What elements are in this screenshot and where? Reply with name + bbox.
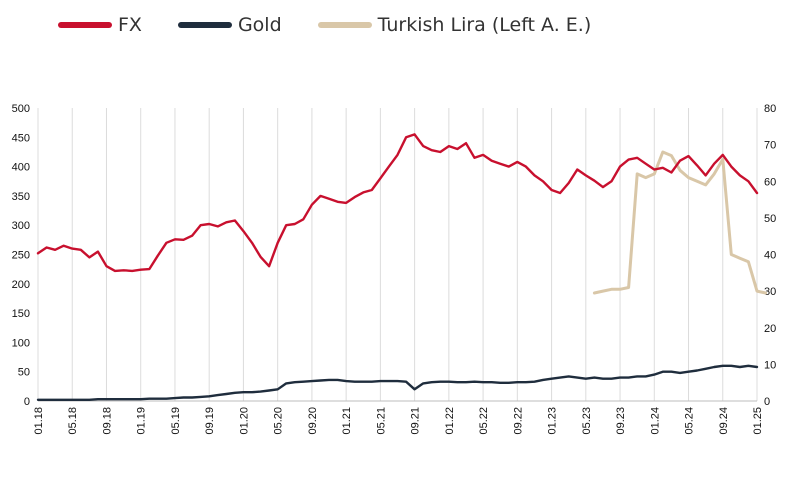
y-left-tick-label: 250 [12, 250, 30, 262]
x-tick-label: 01.21 [341, 407, 353, 435]
legend-label-gold: Gold [237, 14, 282, 36]
y-right-tick-label: 0 [764, 396, 770, 408]
series-line-turkish-lira [592, 150, 768, 295]
y-left-tick-label: 50 [18, 367, 30, 379]
x-tick-label: 01.25 [752, 407, 764, 435]
x-tick-label: 01.20 [238, 407, 250, 435]
legend-item-turkish-lira[interactable]: Turkish Lira (Left A. E.) [317, 14, 592, 36]
y-right-tick-label: 10 [764, 359, 776, 371]
x-tick-label: 01.23 [547, 407, 559, 435]
y-right-tick-label: 20 [764, 323, 776, 335]
legend-item-gold[interactable]: Gold [177, 14, 282, 36]
legend-label-turkish-lira: Turkish Lira (Left A. E.) [377, 14, 592, 36]
legend: FX Gold Turkish Lira (Left A. E.) [58, 14, 627, 36]
x-tick-label: 01.19 [136, 407, 148, 435]
x-tick-label: 01.22 [444, 407, 456, 435]
x-tick-label: 09.21 [410, 407, 422, 435]
legend-swatch-gold [177, 22, 232, 28]
y-left-tick-label: 100 [12, 337, 30, 349]
x-tick-label: 09.24 [718, 407, 730, 435]
y-right-tick-label: 60 [764, 176, 776, 188]
y-left-tick-label: 0 [24, 396, 30, 408]
legend-swatch-turkish-lira [317, 22, 372, 28]
x-tick-label: 09.20 [307, 407, 319, 435]
y-left-tick-label: 300 [12, 220, 30, 232]
y-left-tick-label: 400 [12, 162, 30, 174]
y-right-tick-label: 80 [764, 103, 776, 115]
y-left-tick-label: 500 [12, 103, 30, 115]
y-right-tick-label: 50 [764, 213, 776, 225]
series-line-gold [36, 364, 759, 401]
x-tick-label: 05.24 [684, 407, 696, 435]
legend-swatch-fx [58, 22, 112, 28]
x-tick-label: 05.19 [170, 407, 182, 435]
y-left-tick-label: 200 [12, 279, 30, 291]
y-right-tick-label: 30 [764, 286, 776, 298]
y-right-tick-label: 70 [764, 140, 776, 152]
x-tick-label: 05.20 [273, 407, 285, 435]
y-left-tick-label: 150 [12, 308, 30, 320]
x-tick-label: 05.21 [375, 407, 387, 435]
x-tick-label: 09.19 [204, 407, 216, 435]
x-tick-label: 01.18 [33, 407, 45, 435]
y-right-tick-label: 40 [764, 250, 776, 262]
x-tick-label: 05.18 [67, 407, 79, 435]
x-tick-label: 05.23 [581, 407, 593, 435]
x-tick-label: 01.24 [649, 407, 661, 435]
series-line-fx [36, 133, 759, 273]
x-tick-label: 09.22 [512, 407, 524, 435]
x-tick-label: 09.23 [615, 407, 627, 435]
y-left-tick-label: 350 [12, 191, 30, 203]
x-tick-label: 05.22 [478, 407, 490, 435]
legend-label-fx: FX [118, 14, 142, 36]
x-tick-label: 09.18 [101, 407, 113, 435]
legend-item-fx[interactable]: FX [58, 14, 142, 36]
y-left-tick-label: 450 [12, 132, 30, 144]
